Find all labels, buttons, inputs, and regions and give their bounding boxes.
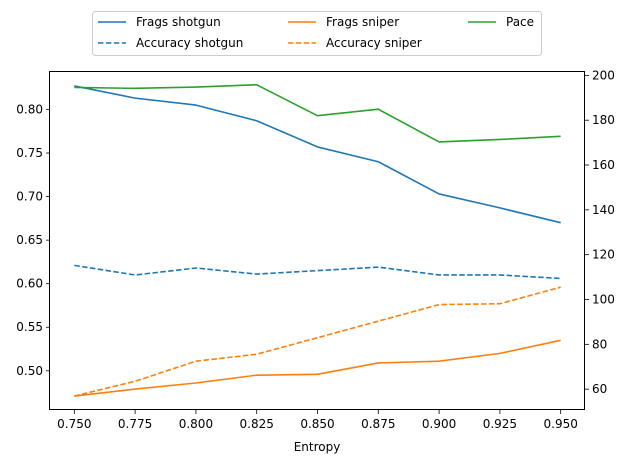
legend-box <box>92 11 542 56</box>
y-left-tick-label: 0.65 <box>16 233 43 247</box>
y-left-tick-label: 0.55 <box>16 320 43 334</box>
y-right-tick-label: 140 <box>592 203 615 217</box>
x-tick-label: 0.850 <box>300 417 334 431</box>
x-tick-label: 0.925 <box>483 417 517 431</box>
series-line-frags-shotgun <box>74 85 561 224</box>
y-left-tick-label: 0.80 <box>16 102 43 116</box>
x-tick-label: 0.825 <box>240 417 274 431</box>
x-tick-label: 0.950 <box>544 417 578 431</box>
legend-label: Frags shotgun <box>136 15 221 29</box>
x-axis: 0.750 0.775 0.800 0.825 0.850 0.875 0.900 0.925… <box>57 410 578 431</box>
series-line-frags-sniper <box>74 339 561 397</box>
legend-label: Pace <box>506 15 534 29</box>
legend-label: Frags sniper <box>326 15 399 29</box>
series-line-pace <box>74 83 561 143</box>
y-right-tick-label: 60 <box>592 382 607 396</box>
x-tick-label: 0.750 <box>57 417 91 431</box>
legend: Frags shotgun Accuracy shotgun Frags snipe… <box>92 11 542 56</box>
plot-frame <box>49 71 585 410</box>
y-right-tick-label: 180 <box>592 113 615 127</box>
y-axis-right: 60 80 100 120 140 160 180 200 <box>585 68 615 396</box>
x-tick-label: 0.775 <box>118 417 152 431</box>
y-right-tick-label: 120 <box>592 248 615 262</box>
plot-lines <box>74 83 561 397</box>
legend-label: Accuracy shotgun <box>136 36 243 50</box>
y-right-tick-label: 160 <box>592 158 615 172</box>
y-right-tick-label: 80 <box>592 337 607 351</box>
y-left-tick-label: 0.70 <box>16 190 43 204</box>
y-left-tick-label: 0.50 <box>16 364 43 378</box>
series-line-accuracy-shotgun <box>74 264 561 280</box>
y-axis-left: 0.50 0.55 0.60 0.65 0.70 0.75 0.80 <box>16 102 50 378</box>
y-right-tick-label: 200 <box>592 68 615 82</box>
legend-label: Accuracy sniper <box>326 36 422 50</box>
y-left-tick-label: 0.75 <box>16 146 43 160</box>
x-tick-label: 0.900 <box>422 417 456 431</box>
x-axis-title: Entropy <box>294 440 341 454</box>
series-line-accuracy-sniper <box>74 286 561 397</box>
y-right-tick-label: 100 <box>592 293 615 307</box>
y-left-tick-label: 0.60 <box>16 277 43 291</box>
x-tick-label: 0.875 <box>361 417 395 431</box>
x-tick-label: 0.800 <box>179 417 213 431</box>
